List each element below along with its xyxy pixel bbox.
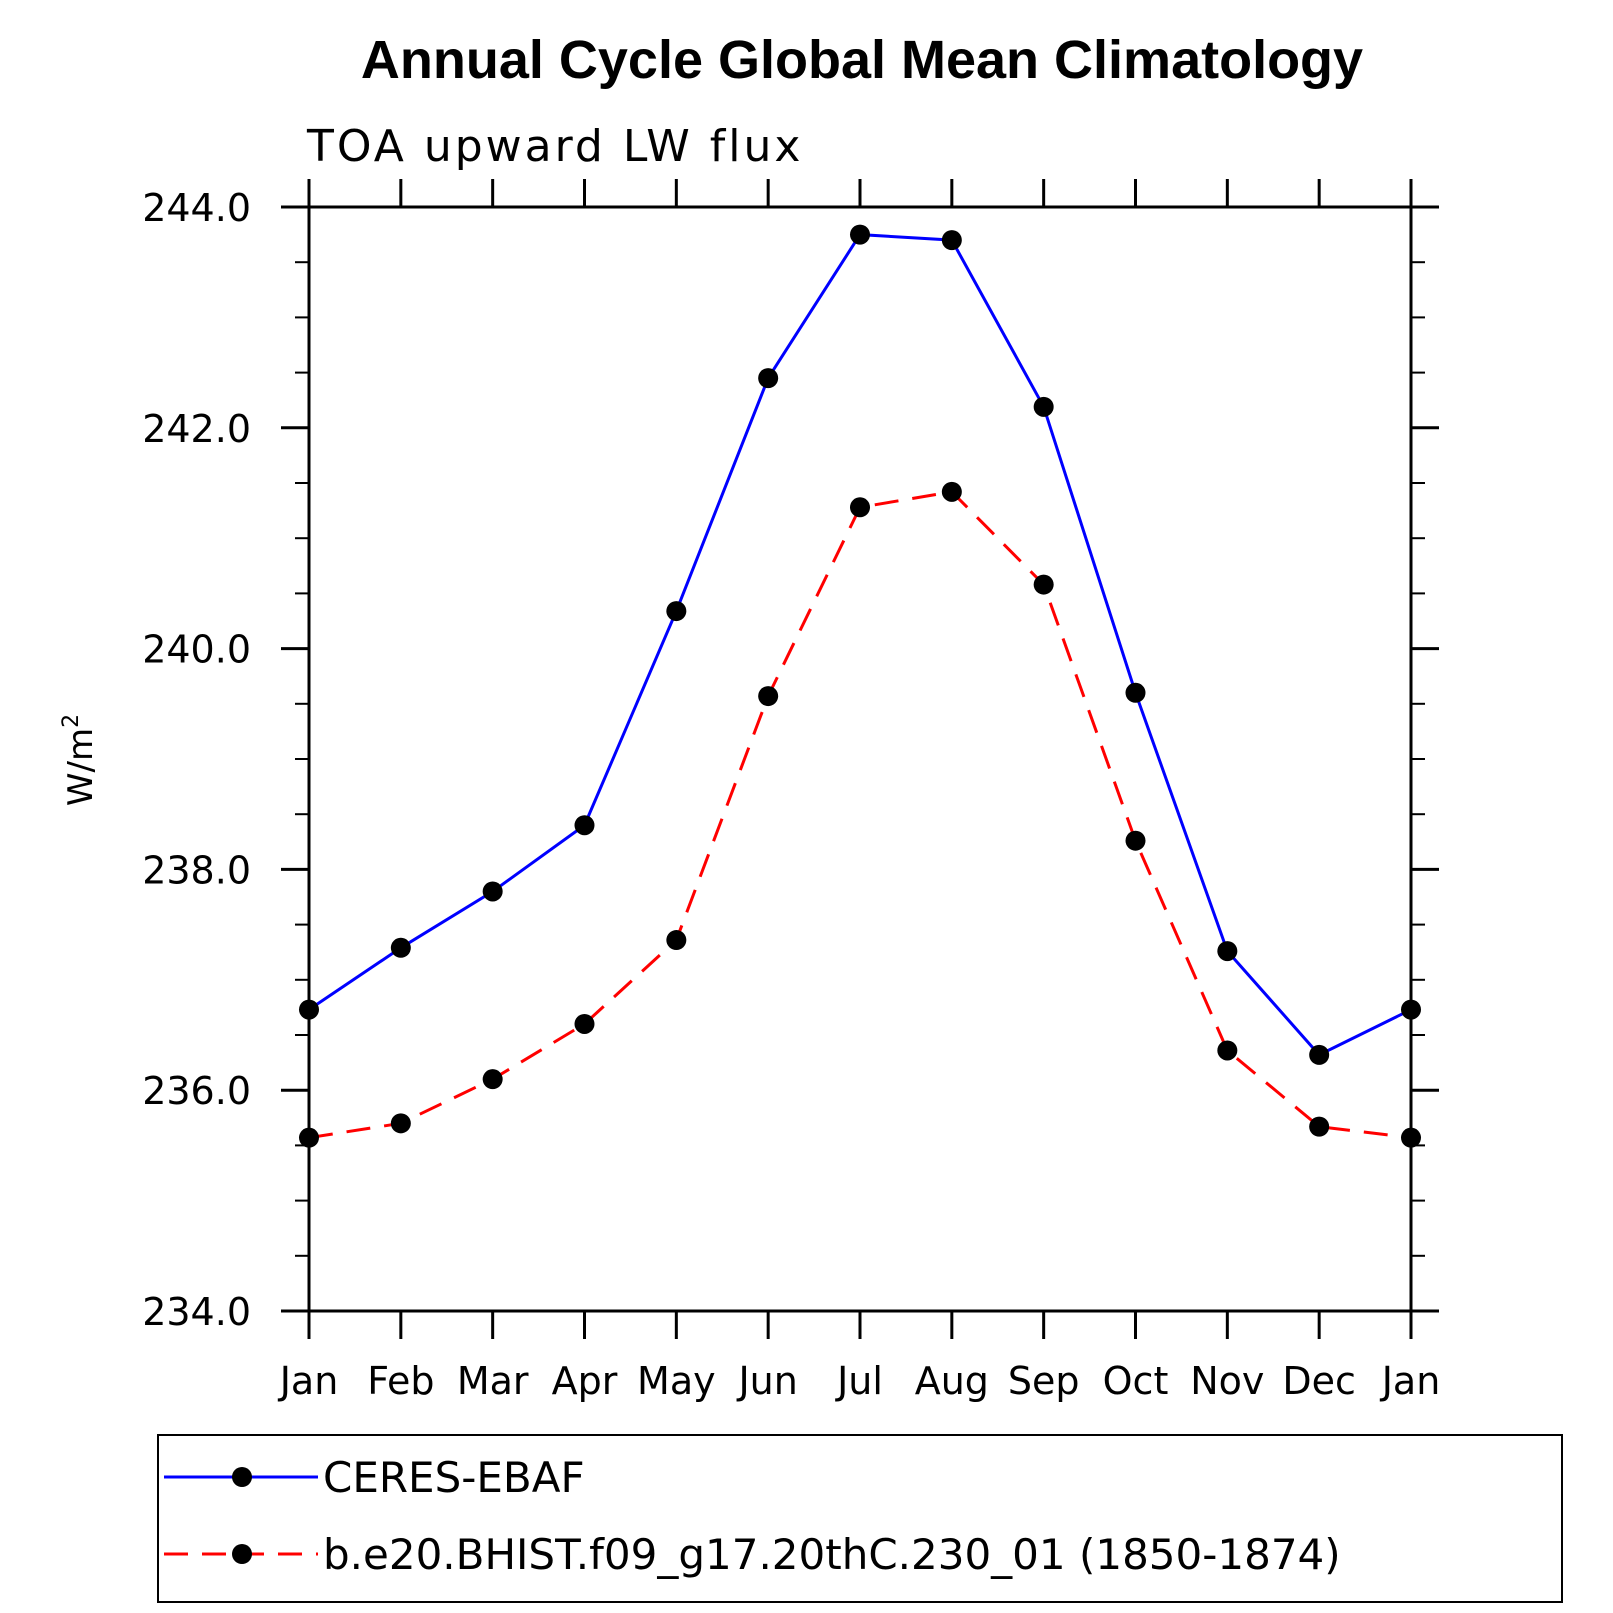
x-tick-label: May <box>637 1359 716 1403</box>
series-0-point <box>1125 682 1146 703</box>
series-0-point <box>666 601 687 622</box>
x-tick-label: Jan <box>1380 1359 1441 1403</box>
legend: CERES-EBAF b.e20.BHIST.f09_g17.20thC.230… <box>157 1434 1563 1603</box>
y-tick-label: 244.0 <box>142 186 251 230</box>
legend-marker-ceres <box>232 1467 252 1487</box>
x-tick-label: Sep <box>1008 1359 1080 1403</box>
series-1-point <box>941 481 962 502</box>
x-tick-label: Feb <box>367 1359 434 1403</box>
y-axis-label-base: W/m <box>61 728 101 806</box>
x-tick-label: Jan <box>278 1359 339 1403</box>
series-1-point <box>574 1013 595 1034</box>
series-0-point <box>1217 941 1238 962</box>
y-axis-label-exponent: 2 <box>59 714 84 728</box>
series-line-0 <box>308 233 1412 1057</box>
series-1-point <box>1401 1127 1421 1148</box>
y-tick-label: 238.0 <box>142 848 251 892</box>
x-tick-label: Dec <box>1282 1359 1356 1403</box>
series-0-point <box>299 999 319 1020</box>
legend-box <box>157 1434 1563 1603</box>
series-0-point <box>482 881 503 902</box>
series-1-point <box>299 1127 319 1148</box>
series-1-point <box>390 1113 411 1134</box>
chart-subtitle: TOA upward LW flux <box>306 121 803 172</box>
series-0-point <box>1309 1044 1330 1065</box>
x-tick-label: Jul <box>835 1359 883 1403</box>
x-tick-label: Oct <box>1103 1359 1169 1403</box>
legend-label-model: b.e20.BHIST.f09_g17.20thC.230_01 (1850-1… <box>323 1530 1341 1579</box>
x-tick-labels: Jan Feb Mar Apr May Jun Jul Aug Sep Oct Nov Dec Jan <box>278 1359 1441 1403</box>
x-tick-label: Apr <box>552 1359 618 1403</box>
y-tick-label: 234.0 <box>142 1290 251 1334</box>
series-line-1 <box>308 490 1412 1140</box>
series-1-point <box>1217 1040 1238 1061</box>
series-1-point <box>1309 1116 1330 1137</box>
y-axis-label: W/m2 <box>59 714 101 806</box>
series-1-point <box>482 1069 503 1090</box>
legend-marker-model <box>232 1544 252 1564</box>
series-0-point <box>1033 396 1054 417</box>
x-tick-label: Mar <box>457 1359 529 1403</box>
plot-frame <box>307 205 1413 1313</box>
series-0-point <box>850 224 870 245</box>
svg-text:W/m2: W/m2 <box>59 714 101 806</box>
series-1-point <box>666 930 687 951</box>
x-tick-label: Aug <box>915 1359 989 1403</box>
series-1-point <box>758 686 779 707</box>
legend-label-ceres: CERES-EBAF <box>323 1453 585 1502</box>
series-0-point <box>1401 999 1421 1020</box>
x-tick-label: Nov <box>1190 1359 1264 1403</box>
series-1-point <box>1033 574 1054 595</box>
series-0-point <box>758 368 779 389</box>
series-0-point <box>941 230 962 251</box>
series-1-point <box>1125 830 1146 851</box>
y-tick-labels: 234.0 236.0 238.0 240.0 242.0 244.0 <box>142 186 251 1334</box>
series-0-point <box>574 815 595 836</box>
x-tick-label: Jun <box>736 1359 797 1403</box>
series-0-point <box>390 937 411 958</box>
y-tick-label: 236.0 <box>142 1069 251 1113</box>
series-1-point <box>850 497 870 518</box>
axis-ticks <box>281 179 1439 1339</box>
series-layer <box>299 224 1421 1148</box>
y-tick-label: 242.0 <box>142 407 251 451</box>
chart-title: Annual Cycle Global Mean Climatology <box>361 30 1363 90</box>
y-tick-label: 240.0 <box>142 628 251 672</box>
